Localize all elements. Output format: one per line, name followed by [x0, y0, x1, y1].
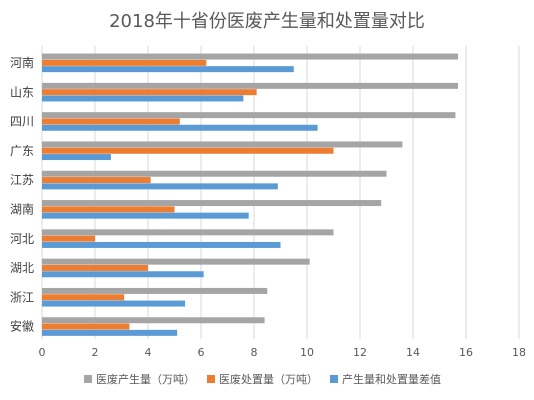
- legend: 医废产生量（万吨） 医废处置量（万吨） 产生量和处置量差值: [84, 372, 441, 386]
- bar-四川-series-0: [42, 112, 456, 119]
- chart-title: 2018年十省份医废产生量和处置量对比: [109, 11, 425, 32]
- category-label: 山东: [10, 85, 34, 99]
- category-label: 广东: [10, 144, 34, 158]
- category-label: 河南: [10, 55, 34, 70]
- bar-湖北-series-2: [42, 271, 204, 278]
- legend-label: 医废处置量（万吨）: [219, 372, 318, 386]
- bar-江苏-series-0: [42, 170, 387, 177]
- bar-山东-series-1: [42, 89, 257, 96]
- legend-label: 医废产生量（万吨）: [96, 372, 195, 386]
- category-label: 安徽: [10, 319, 34, 334]
- x-tick-label: 8: [251, 346, 258, 359]
- bar-四川-series-2: [42, 124, 318, 131]
- bar-安徽-series-2: [42, 329, 178, 336]
- x-tick-label: 0: [39, 346, 46, 359]
- bar-山东-series-0: [42, 82, 459, 89]
- bar-浙江-series-2: [42, 300, 186, 307]
- category-label: 江苏: [10, 173, 34, 187]
- x-tick-label: 6: [198, 346, 205, 359]
- bar-浙江-series-1: [42, 294, 125, 301]
- bar-浙江-series-0: [42, 287, 268, 294]
- bar-广东-series-0: [42, 141, 403, 148]
- bar-山东-series-2: [42, 95, 244, 102]
- bar-四川-series-1: [42, 118, 180, 125]
- bar-河南-series-2: [42, 66, 294, 73]
- bar-江苏-series-2: [42, 183, 278, 190]
- bars: [42, 53, 459, 336]
- x-tick-label: 18: [512, 346, 526, 359]
- bar-广东-series-1: [42, 147, 334, 154]
- bar-广东-series-2: [42, 154, 111, 161]
- bar-湖北-series-0: [42, 258, 310, 265]
- bar-湖南-series-2: [42, 212, 249, 219]
- category-label: 浙江: [10, 290, 34, 304]
- bar-安徽-series-0: [42, 317, 265, 324]
- x-tick-label: 16: [459, 346, 473, 359]
- bar-安徽-series-1: [42, 323, 130, 330]
- x-axis-ticks: 0 2 4 6 8 10 12 14 16 18: [39, 346, 527, 359]
- bar-河南-series-1: [42, 59, 207, 66]
- x-tick-label: 2: [92, 346, 99, 359]
- legend-label: 产生量和处置量差值: [342, 372, 441, 386]
- bar-湖南-series-1: [42, 206, 175, 213]
- legend-swatch: [207, 375, 215, 383]
- bar-河北-series-2: [42, 241, 281, 248]
- legend-swatch: [84, 375, 92, 383]
- legend-swatch: [330, 375, 338, 383]
- x-tick-label: 12: [353, 346, 367, 359]
- category-label: 湖北: [10, 260, 34, 275]
- bar-湖北-series-1: [42, 264, 148, 271]
- x-tick-label: 10: [300, 346, 314, 359]
- bar-河北-series-0: [42, 229, 334, 236]
- category-label: 四川: [10, 115, 34, 129]
- bar-湖南-series-0: [42, 200, 382, 207]
- bar-河南-series-0: [42, 53, 459, 60]
- x-tick-label: 14: [406, 346, 420, 359]
- x-tick-label: 4: [145, 346, 152, 359]
- category-label: 湖南: [10, 202, 34, 217]
- bar-江苏-series-1: [42, 177, 151, 184]
- bar-河北-series-1: [42, 235, 95, 242]
- category-label: 河北: [10, 232, 34, 246]
